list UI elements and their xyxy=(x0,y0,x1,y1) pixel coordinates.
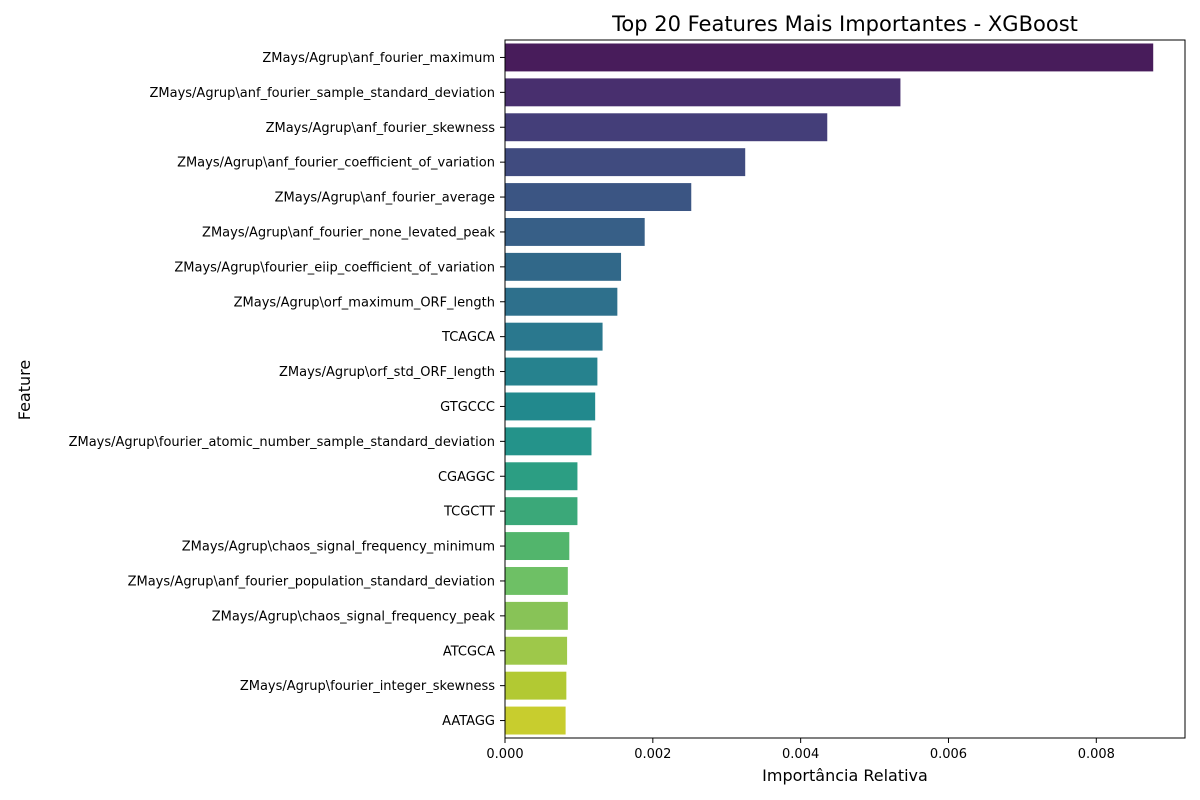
bar xyxy=(505,392,596,421)
y-tick-label: GTGCCC xyxy=(440,400,495,415)
bar xyxy=(505,532,570,561)
y-tick-label: ZMays/Agrup\anf_fourier_maximum xyxy=(262,51,495,66)
x-tick-label: 0.004 xyxy=(782,747,819,762)
bar xyxy=(505,427,592,456)
x-tick-label: 0.008 xyxy=(1078,747,1115,762)
y-tick-label: CGAGGC xyxy=(438,470,495,485)
bar xyxy=(505,78,901,107)
y-axis-title: Feature xyxy=(15,360,34,420)
bar xyxy=(505,671,567,700)
bar xyxy=(505,322,603,351)
bar xyxy=(505,601,568,630)
bar xyxy=(505,183,692,212)
bar xyxy=(505,636,568,665)
y-tick-label: ZMays/Agrup\fourier_eiip_coefficient_of_… xyxy=(174,260,495,275)
x-axis-title: Importância Relativa xyxy=(762,766,928,785)
y-tick-label: TCGCTT xyxy=(443,505,495,520)
y-tick-label: ZMays/Agrup\chaos_signal_frequency_minim… xyxy=(182,540,495,555)
y-tick-label: ZMays/Agrup\anf_fourier_sample_standard_… xyxy=(150,86,496,101)
x-tick-label: 0.000 xyxy=(486,747,523,762)
bar xyxy=(505,113,828,142)
y-tick-label: ZMays/Agrup\anf_fourier_skewness xyxy=(266,121,496,136)
bar xyxy=(505,497,578,526)
bar xyxy=(505,706,566,735)
bar xyxy=(505,148,746,177)
y-tick-label: ZMays/Agrup\anf_fourier_population_stand… xyxy=(128,574,495,589)
bar xyxy=(505,566,568,595)
y-tick-label: ZMays/Agrup\fourier_integer_skewness xyxy=(240,679,495,694)
bar xyxy=(505,217,645,246)
y-tick-label: ZMays/Agrup\anf_fourier_none_levated_pea… xyxy=(202,225,495,240)
x-tick-label: 0.002 xyxy=(634,747,671,762)
y-tick-label: ZMays/Agrup\chaos_signal_frequency_peak xyxy=(212,609,496,624)
y-tick-label: ZMays/Agrup\anf_fourier_average xyxy=(275,191,495,206)
y-tick-label: ZMays/Agrup\anf_fourier_coefficient_of_v… xyxy=(177,156,495,171)
y-tick-label: ATCGCA xyxy=(443,644,495,659)
axes-frame xyxy=(504,39,1186,739)
bar xyxy=(505,462,578,491)
bar xyxy=(505,357,598,386)
plot-area: ZMays/Agrup\anf_fourier_maximum ZMays/Agr… xyxy=(69,39,1186,762)
chart-title: Top 20 Features Mais Importantes - XGBoo… xyxy=(611,12,1078,36)
y-tick-label: AATAGG xyxy=(442,714,495,729)
bar xyxy=(505,252,622,281)
y-tick-label: ZMays/Agrup\orf_maximum_ORF_length xyxy=(234,295,495,310)
bar xyxy=(505,43,1154,72)
x-tick-label: 0.006 xyxy=(930,747,967,762)
y-tick-label: TCAGCA xyxy=(441,330,495,345)
y-tick-label: ZMays/Agrup\orf_std_ORF_length xyxy=(279,365,495,380)
y-tick-label: ZMays/Agrup\fourier_atomic_number_sample… xyxy=(69,435,495,450)
bar xyxy=(505,287,618,316)
